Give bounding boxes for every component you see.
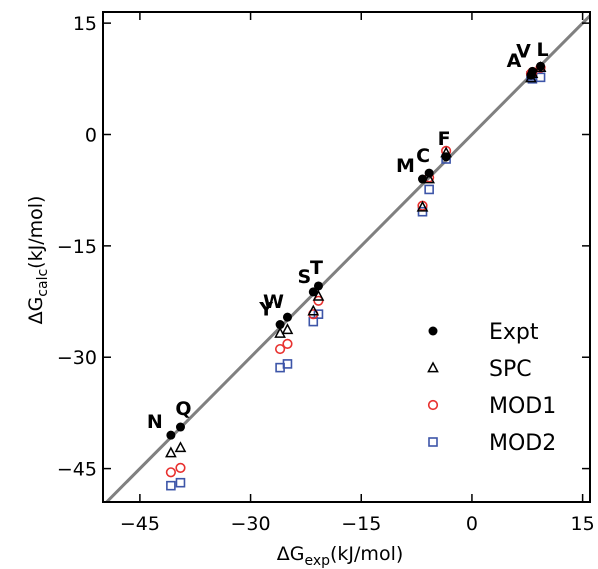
legend-item-expt: Expt (428, 320, 539, 345)
data-point (165, 446, 177, 458)
data-point (275, 320, 285, 330)
x-tick-label: 15 (571, 513, 595, 535)
legend-item-spc: SPC (427, 357, 532, 382)
identity-line (104, 14, 590, 502)
data-point (274, 343, 286, 355)
point-label: F (438, 128, 451, 150)
series-expt (166, 61, 546, 440)
y-tick-label: 15 (73, 13, 97, 35)
data-point (424, 168, 434, 178)
point-label: W (263, 291, 284, 313)
data-point (313, 295, 324, 306)
data-marks (165, 61, 547, 491)
data-point (166, 480, 176, 491)
axis-ticks: −45 −30 −15 0 15 −45 −30 −15 0 15 (57, 12, 595, 535)
data-point (416, 200, 429, 212)
data-point (312, 289, 325, 301)
legend-marker (427, 361, 439, 373)
data-point (308, 287, 318, 297)
point-label: V (516, 40, 531, 62)
point-label: S (297, 266, 311, 288)
point-label: N (147, 411, 163, 433)
point-label: Y (258, 299, 273, 321)
point-label: A (507, 50, 522, 72)
point-label: L (537, 39, 549, 61)
axes-frame (102, 11, 591, 503)
x-tick-label: 0 (466, 513, 478, 535)
point-label: T (310, 257, 323, 279)
data-point (275, 362, 285, 373)
data-point (281, 323, 294, 335)
x-tick-label: −30 (231, 513, 271, 535)
point-label: C (416, 145, 430, 167)
data-point (313, 281, 323, 291)
plot-area (104, 14, 590, 502)
legend-marker (427, 399, 439, 411)
legend-label: MOD2 (489, 431, 556, 456)
data-point (417, 206, 428, 217)
data-point (175, 422, 185, 432)
data-point (282, 312, 292, 322)
plot-frame (102, 11, 591, 503)
data-point (441, 152, 451, 162)
data-point (526, 70, 536, 80)
x-axis-label: ΔGexp(kJ/mol) (277, 543, 404, 569)
data-point (308, 316, 319, 327)
legend-item-mod1: MOD1 (427, 394, 556, 419)
data-point (174, 441, 187, 453)
series-mod2 (166, 71, 546, 491)
y-tick-label: 0 (85, 125, 97, 147)
data-point (175, 462, 186, 473)
data-point (175, 477, 186, 488)
data-point (307, 304, 320, 316)
data-point (424, 184, 434, 195)
data-point (165, 467, 176, 478)
y-axis-label: ΔGcalc(kJ/mol) (25, 196, 51, 325)
x-tick-label: −15 (341, 513, 381, 535)
point-label: M (396, 155, 415, 177)
data-point (274, 326, 286, 338)
legend-label: MOD1 (489, 394, 556, 419)
legend-marker (428, 326, 438, 336)
x-tick-label: −45 (120, 513, 160, 535)
y-tick-label: −45 (57, 459, 97, 481)
legend-marker (428, 437, 438, 447)
point-label: Q (175, 398, 191, 420)
legend-item-mod2: MOD2 (428, 431, 556, 456)
legend: Expt SPC MOD1 MOD2 (427, 320, 556, 456)
data-point (418, 174, 428, 184)
legend-label: Expt (489, 320, 539, 345)
data-point (282, 338, 293, 349)
y-tick-label: −15 (57, 236, 97, 258)
data-point (536, 61, 546, 71)
data-point (166, 430, 176, 440)
y-tick-label: −30 (57, 347, 97, 369)
legend-label: SPC (489, 357, 532, 382)
